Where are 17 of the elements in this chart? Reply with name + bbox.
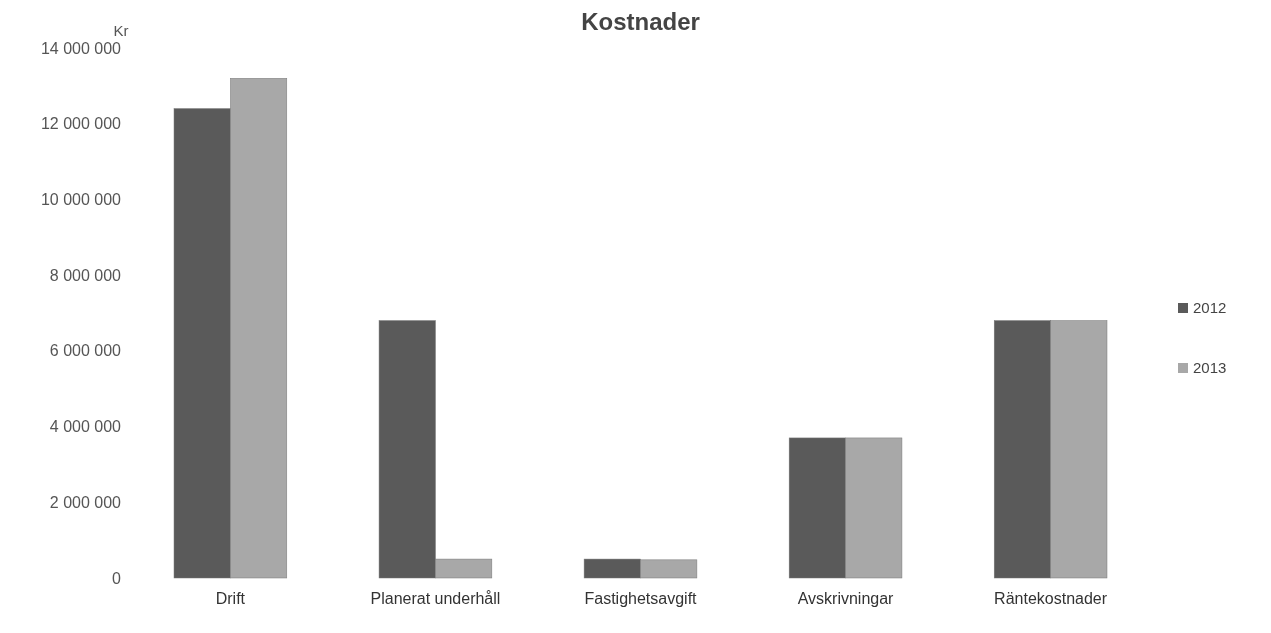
y-tick-label: 6 000 000 [49,342,122,360]
x-tick-label: Drift [215,590,246,607]
y-tick-label: 0 [112,569,122,587]
y-tick-label: 4 000 000 [49,418,122,436]
y-tick-label: 10 000 000 [40,191,122,209]
y-tick-label: 12 000 000 [40,115,122,133]
x-tick-label: Fastighetsavgift [584,590,698,607]
x-tick-label: Räntekostnader [994,590,1108,607]
x-tick-label: Planerat underhåll [370,590,501,607]
y-axis-title: Kr [113,22,129,39]
chart-title: Kostnader [581,8,700,35]
y-tick-label: 14 000 000 [40,39,122,57]
y-tick-label: 2 000 000 [49,493,122,511]
x-tick-label: Avskrivningar [797,590,895,607]
y-tick-label: 8 000 000 [49,266,122,284]
legend-label: 2012 [1193,299,1227,317]
legend-label: 2013 [1193,359,1227,377]
